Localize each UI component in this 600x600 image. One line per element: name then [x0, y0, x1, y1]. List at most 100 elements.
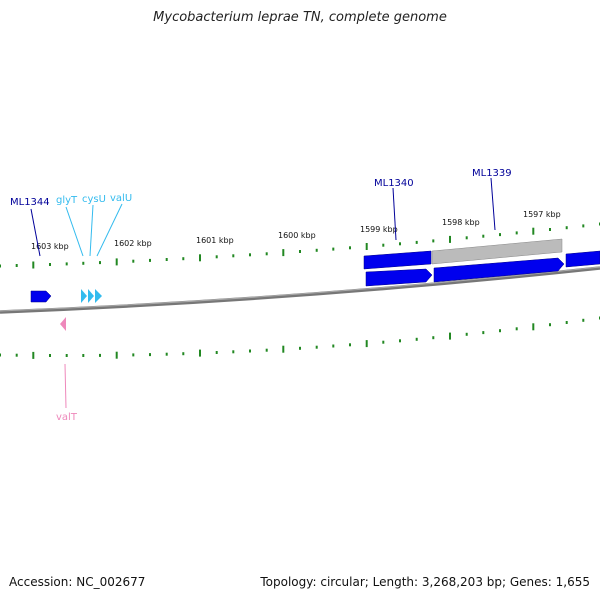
tick-mark — [99, 261, 101, 265]
tick-mark — [332, 344, 335, 348]
tick-mark — [15, 353, 18, 357]
tick-mark — [149, 258, 151, 262]
gene-ml1344-arrow — [30, 290, 52, 303]
tick-mark — [582, 318, 585, 322]
axis-label: 1598 kbp — [442, 218, 480, 227]
tick-mark — [49, 354, 51, 357]
tick-mark — [232, 350, 235, 354]
tick-mark — [515, 327, 518, 331]
topology-text: Topology: circular; Length: 3,268,203 bp… — [260, 575, 590, 589]
tick-mark — [349, 343, 351, 347]
accession-text: Accession: NC_002677 — [9, 575, 146, 589]
trna-label-glyt: glyT — [56, 195, 78, 206]
tick-mark — [199, 349, 201, 357]
axis-label: 1600 kbp — [278, 231, 316, 240]
label-line-cysu — [89, 204, 94, 257]
gene-lower-arrow-1 — [365, 268, 433, 287]
tick-mark — [515, 231, 518, 235]
tick-mark — [49, 263, 51, 266]
tick-mark — [415, 337, 418, 341]
tick-mark — [15, 264, 18, 267]
tick-mark — [265, 348, 268, 352]
tick-mark — [365, 243, 368, 250]
tick-mark — [499, 329, 501, 333]
gene-upper-right-arrow — [565, 250, 600, 268]
tick-mark — [415, 240, 418, 244]
pseudogene-ml1339 — [431, 238, 563, 265]
tick-mark — [399, 339, 401, 343]
tick-mark — [199, 254, 201, 262]
tick-mark — [465, 332, 468, 336]
tick-mark — [249, 253, 251, 257]
trna-glyt-arrow — [81, 289, 87, 303]
tick-mark — [532, 227, 535, 235]
trna-label-valu: valU — [110, 193, 132, 204]
tick-mark — [165, 352, 168, 356]
tick-mark — [32, 351, 35, 359]
tick-mark — [465, 236, 468, 240]
tick-mark — [482, 331, 485, 335]
tick-mark — [132, 259, 135, 263]
tick-mark — [365, 340, 368, 348]
tick-mark — [215, 351, 218, 354]
tick-mark — [299, 346, 301, 350]
tick-mark — [282, 249, 285, 257]
lower-tick-ruler — [0, 316, 600, 359]
tick-mark — [115, 258, 118, 266]
tick-mark — [582, 224, 585, 228]
tick-mark — [549, 323, 551, 327]
label-line-ml1340 — [392, 187, 397, 241]
tick-mark — [382, 243, 385, 247]
tick-mark — [65, 262, 68, 266]
tick-mark — [482, 234, 485, 238]
gene-lower-arrow-2 — [433, 257, 565, 283]
tick-mark — [65, 354, 68, 357]
tick-mark — [549, 228, 551, 231]
label-line-valu — [96, 203, 123, 257]
label-line-glyt — [65, 206, 84, 257]
tick-mark — [532, 323, 535, 331]
label-line-ml1339 — [490, 177, 496, 231]
trna-valt-arrow — [60, 317, 66, 331]
tick-mark — [499, 233, 501, 237]
gene-ml1340-arrow — [363, 250, 432, 270]
axis-label: 1599 kbp — [360, 225, 398, 234]
tick-mark — [0, 353, 1, 357]
tick-mark — [215, 255, 218, 259]
tick-mark — [0, 264, 1, 268]
tick-mark — [182, 257, 185, 261]
tick-mark — [299, 250, 301, 253]
tick-mark — [99, 353, 101, 357]
tick-mark — [132, 353, 135, 357]
tick-mark — [115, 351, 118, 359]
genome-backbone-highlight — [0, 266, 600, 312]
tick-mark — [315, 248, 318, 252]
tick-mark — [82, 354, 85, 357]
tick-mark — [282, 345, 285, 353]
tick-mark — [265, 252, 268, 256]
trna-label-cysu: cysU — [82, 194, 106, 205]
tick-mark — [432, 336, 435, 340]
trna-valu-arrow — [95, 289, 102, 303]
tick-mark — [382, 340, 385, 344]
tick-mark — [165, 258, 168, 261]
gene-label-ml1344: ML1344 — [10, 197, 50, 208]
axis-label: 1597 kbp — [523, 210, 561, 219]
trna-label-valt: valT — [56, 412, 78, 423]
tick-mark — [232, 254, 235, 258]
tick-mark — [565, 321, 568, 324]
tick-mark — [449, 235, 451, 243]
axis-label: 1603 kbp — [31, 242, 69, 251]
tick-mark — [565, 226, 568, 230]
upper-tick-ruler — [0, 222, 600, 269]
tick-mark — [249, 349, 251, 353]
gene-label-ml1340: ML1340 — [374, 178, 414, 189]
trna-cysu-arrow — [88, 289, 94, 303]
genome-backbone — [0, 266, 600, 314]
axis-label: 1601 kbp — [196, 236, 234, 245]
label-line-ml1344 — [30, 208, 41, 257]
gene-label-ml1339: ML1339 — [472, 168, 512, 179]
tick-mark — [315, 345, 318, 349]
